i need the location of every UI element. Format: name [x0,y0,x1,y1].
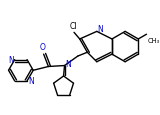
Text: N: N [8,56,14,65]
Text: O: O [40,43,46,52]
Text: N: N [28,77,34,86]
Text: Cl: Cl [69,22,77,31]
Text: N: N [98,25,104,34]
Text: CH₃: CH₃ [148,38,160,44]
Text: N: N [65,60,71,69]
